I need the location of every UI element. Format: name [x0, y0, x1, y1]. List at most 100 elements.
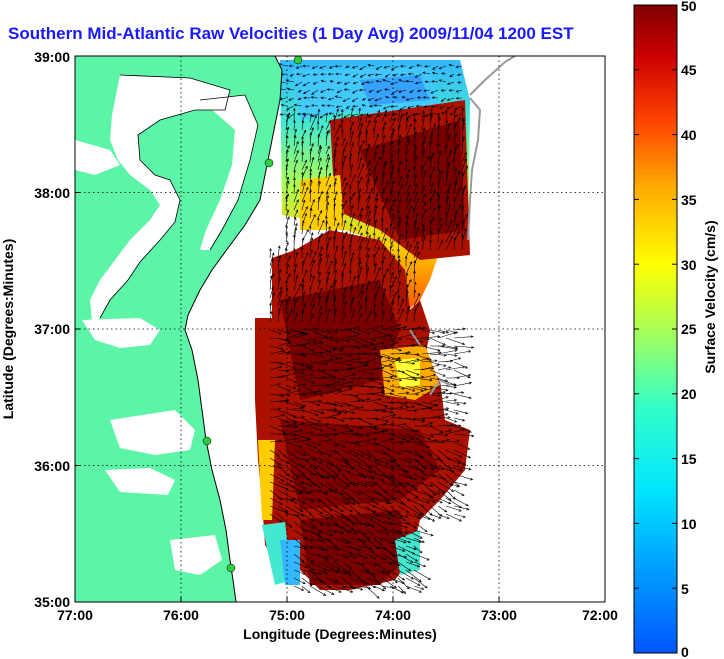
velocity-arrow — [405, 577, 421, 586]
velocity-arrow — [349, 553, 362, 557]
velocity-arrow-head — [398, 198, 402, 202]
velocity-arrow — [341, 373, 356, 379]
velocity-arrow-head — [397, 563, 401, 567]
colorbar-gradient — [633, 4, 678, 654]
velocity-arrow-head — [321, 548, 326, 552]
velocity-arrow — [325, 545, 340, 551]
velocity-arrow-head — [369, 470, 373, 474]
velocity-arrow — [301, 152, 304, 163]
velocity-arrow-head — [449, 150, 452, 154]
velocity-arrow-head — [404, 401, 408, 405]
velocity-arrow-head — [398, 258, 401, 262]
velocity-arrow-head — [342, 445, 346, 448]
velocity-arrow — [389, 141, 393, 155]
velocity-arrow-head — [423, 105, 427, 108]
velocity-arrow-head — [300, 513, 304, 517]
velocity-arrow — [445, 353, 458, 357]
velocity-arrow — [381, 553, 397, 563]
velocity-arrow-head — [454, 349, 458, 353]
velocity-arrow-head — [353, 531, 358, 535]
velocity-arrow-head — [341, 346, 345, 350]
velocity-arrow-head — [319, 209, 323, 214]
velocity-arrow — [413, 290, 416, 299]
velocity-arrow — [445, 133, 451, 147]
velocity-arrow — [309, 481, 321, 489]
velocity-arrow-head — [436, 192, 440, 196]
velocity-arrow-head — [357, 332, 361, 336]
velocity-arrow — [269, 286, 274, 299]
velocity-arrow-head — [439, 500, 443, 504]
velocity-arrow — [357, 337, 373, 345]
velocity-arrow-head — [441, 72, 445, 76]
velocity-arrow — [365, 353, 378, 355]
velocity-arrow-head — [445, 211, 448, 215]
velocity-arrow — [441, 112, 447, 115]
velocity-arrow — [325, 130, 330, 139]
velocity-arrow-head — [318, 419, 322, 423]
velocity-arrow — [301, 113, 306, 123]
velocity-arrow-head — [405, 230, 409, 234]
velocity-arrow-head — [416, 245, 419, 249]
velocity-arrow-head — [320, 451, 324, 455]
velocity-arrow — [456, 89, 463, 93]
velocity-arrow — [301, 361, 314, 368]
velocity-arrow — [349, 569, 360, 579]
velocity-arrow-head — [435, 404, 439, 407]
velocity-arrow-head — [409, 261, 413, 265]
velocity-arrow-head — [302, 415, 306, 419]
velocity-arrow-head — [405, 531, 409, 535]
velocity-arrow-head — [382, 144, 386, 148]
velocity-arrow — [341, 220, 346, 235]
velocity-arrow-head — [407, 540, 411, 544]
velocity-arrow-head — [352, 192, 355, 196]
velocity-arrow-head — [358, 260, 362, 264]
velocity-arrow — [285, 449, 299, 459]
velocity-arrow — [445, 345, 458, 349]
velocity-arrow-head — [328, 120, 331, 124]
velocity-arrow-head — [409, 90, 413, 93]
velocity-arrow — [301, 270, 308, 283]
velocity-arrow — [357, 529, 370, 540]
velocity-arrow — [349, 537, 367, 543]
velocity-arrow — [317, 465, 335, 478]
velocity-arrow-head — [301, 279, 305, 283]
velocity-arrow-head — [462, 327, 466, 331]
velocity-arrow-head — [282, 414, 286, 417]
velocity-arrow-head — [366, 266, 370, 270]
velocity-arrow — [365, 120, 371, 131]
velocity-arrow — [445, 481, 459, 488]
velocity-arrow-head — [349, 126, 353, 130]
velocity-arrow-head — [382, 171, 385, 175]
velocity-arrow-head — [310, 560, 314, 563]
velocity-arrow-head — [383, 287, 387, 292]
velocity-arrow-head — [365, 147, 369, 152]
velocity-arrow-head — [293, 386, 297, 390]
velocity-arrow — [301, 431, 314, 435]
velocity-arrow-head — [333, 153, 337, 157]
velocity-arrow-head — [374, 427, 378, 430]
velocity-arrow-head — [310, 237, 314, 241]
velocity-arrow-head — [342, 148, 346, 152]
velocity-arrow-head — [334, 530, 338, 534]
velocity-arrow — [341, 513, 355, 525]
velocity-arrow — [373, 473, 394, 479]
velocity-arrow-head — [319, 428, 323, 432]
velocity-arrow-head — [462, 365, 466, 369]
velocity-arrow — [405, 561, 420, 568]
station-marker — [293, 56, 303, 65]
velocity-arrow-head — [379, 542, 383, 546]
velocity-arrow — [341, 263, 346, 275]
velocity-arrow — [365, 286, 368, 299]
velocity-arrow-head — [388, 284, 392, 288]
velocity-arrow-head — [444, 145, 448, 149]
velocity-arrow — [381, 369, 397, 378]
velocity-arrow — [365, 342, 384, 347]
velocity-arrow — [293, 521, 307, 532]
velocity-arrow — [321, 80, 327, 83]
velocity-arrow-head — [340, 108, 344, 113]
velocity-arrow — [277, 286, 283, 299]
velocity-arrow-head — [329, 438, 333, 442]
velocity-arrow — [453, 497, 469, 507]
velocity-arrow-head — [378, 156, 381, 160]
velocity-arrow — [337, 113, 343, 117]
